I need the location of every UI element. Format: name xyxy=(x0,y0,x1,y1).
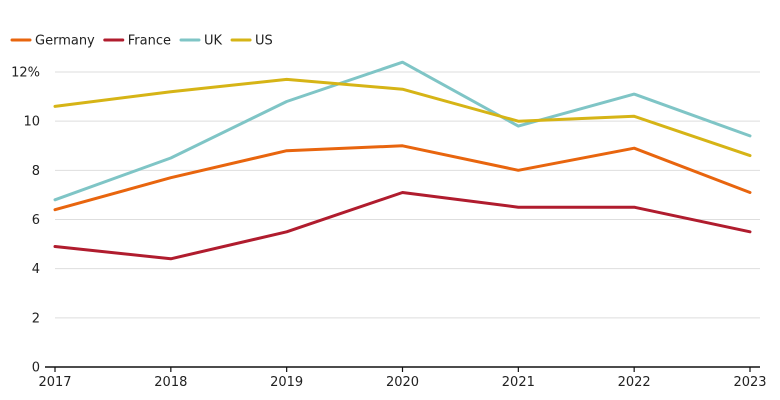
legend-label-germany: Germany xyxy=(35,34,95,49)
legend: Germany France UK US xyxy=(10,34,273,49)
series-line-france xyxy=(53,191,752,261)
y-tick-label: 2 xyxy=(32,311,40,326)
y-tick-label: 6 xyxy=(32,213,40,228)
gridlines xyxy=(55,71,760,319)
series-line-us xyxy=(53,77,752,158)
y-tick-label: 4 xyxy=(32,262,40,277)
legend-label-uk: UK xyxy=(204,34,223,49)
x-tick-label: 2019 xyxy=(270,375,303,390)
x-tick-label: 2017 xyxy=(38,375,71,390)
x-tick-label: 2022 xyxy=(618,375,651,390)
axes: 0 2 4 6 8 10 12% 2017 2018 2019 2020 2021 2022 2023 xyxy=(11,66,766,391)
x-tick-label: 2020 xyxy=(386,375,419,390)
x-tick-label: 2021 xyxy=(502,375,535,390)
y-tick-label: 12% xyxy=(11,66,40,81)
x-tick-label: 2023 xyxy=(733,375,766,390)
legend-label-us: US xyxy=(255,34,273,49)
y-tick-label: 10 xyxy=(23,115,40,130)
series-line-uk xyxy=(53,60,752,202)
series-lines xyxy=(53,60,752,261)
x-tick-label: 2018 xyxy=(154,375,187,390)
legend-label-france: France xyxy=(128,34,171,49)
y-tick-label: 0 xyxy=(32,361,40,376)
series-line-germany xyxy=(53,144,752,212)
y-tick-label: 8 xyxy=(32,164,40,179)
